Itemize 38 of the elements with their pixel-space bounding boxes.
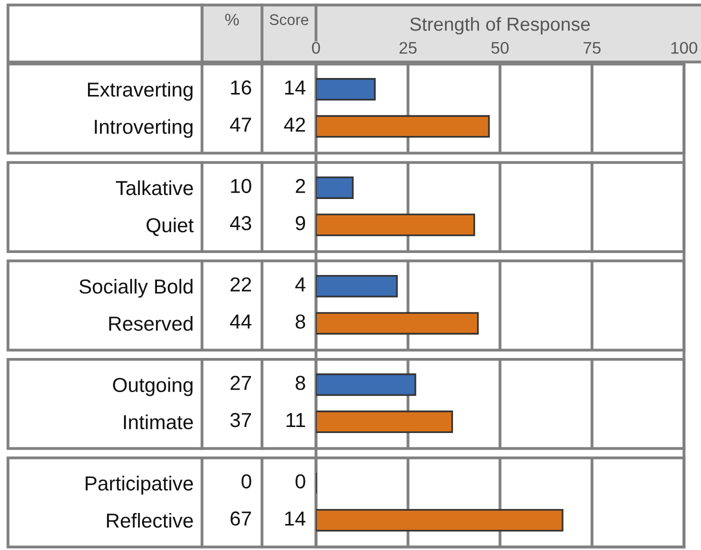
data-label: 43 <box>230 216 252 230</box>
data-label: 22 <box>230 277 251 292</box>
x-tick-label: 0 <box>312 42 320 54</box>
y-tick-label: Outgoing <box>113 377 192 396</box>
data-label: 0 <box>242 474 252 488</box>
y-tick-label: Socially Bold <box>79 278 192 298</box>
x-tick-label: 100 <box>671 42 698 54</box>
data-label: 4 <box>295 278 306 292</box>
text: % <box>225 14 239 26</box>
text: Score <box>270 14 308 26</box>
y-tick-label: Quiet <box>146 218 194 236</box>
data-label: 47 <box>230 118 251 132</box>
x-tick-label: 25 <box>400 42 417 54</box>
x-tick-label: 50 <box>491 42 509 54</box>
data-label: 37 <box>230 412 251 428</box>
data-label: 9 <box>296 216 306 230</box>
y-tick-label: Participative <box>86 476 193 495</box>
x-axis-title: Strength of Response <box>410 17 590 35</box>
y-tick-label: Intimate <box>124 414 193 430</box>
data-label: 14 <box>285 512 306 526</box>
data-label: 8 <box>296 376 306 390</box>
x-tick-label: 75 <box>584 42 601 54</box>
data-label: 27 <box>230 376 251 390</box>
y-tick-label: Reserved <box>109 316 192 331</box>
y-tick-label: Talkative <box>116 180 193 196</box>
data-label: 2 <box>296 178 305 193</box>
y-tick-label: Extraverting <box>88 82 192 101</box>
y-tick-label: Introverting <box>94 119 192 138</box>
data-label: 14 <box>285 80 306 94</box>
data-label: 44 <box>230 314 252 329</box>
data-label: 67 <box>230 511 251 526</box>
y-tick-label: Reflective <box>107 512 193 528</box>
data-label: 10 <box>231 178 252 194</box>
data-label: 0 <box>296 474 306 488</box>
data-label: 8 <box>296 314 306 329</box>
data-label: 11 <box>286 413 306 427</box>
data-label: 16 <box>231 80 252 95</box>
data-label: 42 <box>284 118 305 132</box>
